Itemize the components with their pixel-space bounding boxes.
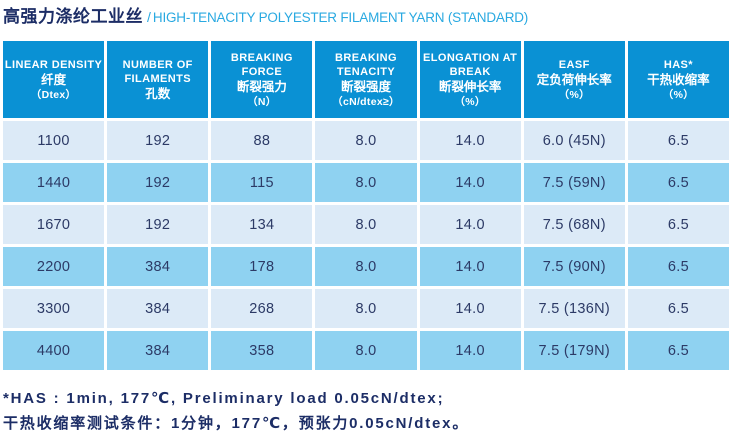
- cell-filaments: 192: [107, 205, 209, 244]
- column-header-en: NUMBER OF FILAMENTS: [122, 58, 193, 85]
- header-row: LINEAR DENSITY 纤度 （Dtex） NUMBER OF FILAM…: [3, 41, 729, 118]
- cell-linear-density: 3300: [3, 289, 105, 328]
- cell-has: 6.5: [627, 205, 729, 244]
- cell-has: 6.5: [627, 289, 729, 328]
- column-header-zh: 断裂伸长率: [438, 79, 502, 94]
- column-header-zh: 孔数: [145, 86, 171, 101]
- column-header-en: LINEAR DENSITY: [4, 58, 103, 71]
- column-header-elongation-at-break: ELONGATION AT BREAK 断裂伸长率 （%）: [419, 41, 521, 118]
- cell-breaking-tenacity: 8.0: [315, 289, 417, 328]
- footnotes: *HAS : 1min, 177℃, Preliminary load 0.05…: [3, 386, 732, 434]
- cell-easf: 6.0 (45N): [523, 121, 625, 160]
- cell-elongation: 14.0: [419, 289, 521, 328]
- cell-breaking-force: 268: [211, 289, 313, 328]
- cell-breaking-tenacity: 8.0: [315, 163, 417, 202]
- cell-elongation: 14.0: [419, 163, 521, 202]
- cell-breaking-force: 115: [211, 163, 313, 202]
- footnote-english: *HAS : 1min, 177℃, Preliminary load 0.05…: [3, 390, 445, 407]
- cell-filaments: 384: [107, 289, 209, 328]
- table-row-4400: 4400 384 358 8.0 14.0 7.5 (179N) 6.5: [3, 331, 729, 370]
- column-header-unit: （cN/dtex≥）: [332, 95, 400, 108]
- cell-easf: 7.5 (68N): [523, 205, 625, 244]
- cell-filaments: 192: [107, 163, 209, 202]
- table-row-2200: 2200 384 178 8.0 14.0 7.5 (90N) 6.5: [3, 247, 729, 286]
- cell-linear-density: 1670: [3, 205, 105, 244]
- column-header-has: HAS* 干热收缩率 （%）: [627, 41, 729, 118]
- table-row-1670: 1670 192 134 8.0 14.0 7.5 (68N) 6.5: [3, 205, 729, 244]
- title-separator: /: [147, 9, 151, 25]
- spec-table-header: LINEAR DENSITY 纤度 （Dtex） NUMBER OF FILAM…: [3, 41, 729, 118]
- table-row-3300: 3300 384 268 8.0 14.0 7.5 (136N) 6.5: [3, 289, 729, 328]
- cell-has: 6.5: [627, 121, 729, 160]
- page-title-english: HIGH-TENACITY POLYESTER FILAMENT YARN (S…: [152, 10, 529, 25]
- table-row-1100: 1100 192 88 8.0 14.0 6.0 (45N) 6.5: [3, 121, 729, 160]
- table-row-1440: 1440 192 115 8.0 14.0 7.5 (59N) 6.5: [3, 163, 729, 202]
- column-header-en: ELONGATION AT BREAK: [423, 51, 518, 78]
- cell-linear-density: 1440: [3, 163, 105, 202]
- cell-filaments: 384: [107, 247, 209, 286]
- cell-breaking-force: 178: [211, 247, 313, 286]
- cell-linear-density: 2200: [3, 247, 105, 286]
- column-header-zh: 纤度: [41, 72, 67, 87]
- column-header-breaking-force: BREAKING FORCE 断裂强力 （N）: [211, 41, 313, 118]
- cell-elongation: 14.0: [419, 121, 521, 160]
- cell-easf: 7.5 (59N): [523, 163, 625, 202]
- column-header-zh: 定负荷伸长率: [536, 72, 612, 87]
- column-header-unit: （%）: [454, 95, 486, 108]
- cell-easf: 7.5 (136N): [523, 289, 625, 328]
- cell-linear-density: 1100: [3, 121, 105, 160]
- cell-elongation: 14.0: [419, 247, 521, 286]
- column-header-zh: 干热收缩率: [647, 72, 710, 87]
- column-header-zh: 断裂强力: [236, 79, 287, 94]
- cell-elongation: 14.0: [419, 331, 521, 370]
- cell-breaking-tenacity: 8.0: [315, 205, 417, 244]
- spec-table: LINEAR DENSITY 纤度 （Dtex） NUMBER OF FILAM…: [0, 38, 732, 373]
- cell-filaments: 192: [107, 121, 209, 160]
- page-title: 高强力涤纶工业丝 / HIGH-TENACITY POLYESTER FILAMEN…: [0, 0, 732, 29]
- cell-breaking-tenacity: 8.0: [315, 247, 417, 286]
- cell-breaking-tenacity: 8.0: [315, 121, 417, 160]
- column-header-unit: （%）: [558, 88, 590, 101]
- column-header-unit: （N）: [247, 95, 277, 108]
- column-header-number-of-filaments: NUMBER OF FILAMENTS 孔数: [107, 41, 209, 118]
- column-header-en: HAS*: [663, 58, 693, 71]
- cell-easf: 7.5 (179N): [523, 331, 625, 370]
- column-header-easf: EASF 定负荷伸长率 （%）: [523, 41, 625, 118]
- column-header-en: BREAKING TENACITY: [335, 51, 397, 78]
- column-header-unit: （Dtex）: [30, 88, 77, 101]
- spec-table-body: 1100 192 88 8.0 14.0 6.0 (45N) 6.5 1440 …: [3, 121, 729, 370]
- cell-elongation: 14.0: [419, 205, 521, 244]
- cell-breaking-force: 358: [211, 331, 313, 370]
- cell-breaking-tenacity: 8.0: [315, 331, 417, 370]
- cell-has: 6.5: [627, 163, 729, 202]
- column-header-en: BREAKING FORCE: [230, 51, 293, 78]
- cell-easf: 7.5 (90N): [523, 247, 625, 286]
- column-header-breaking-tenacity: BREAKING TENACITY 断裂强度 （cN/dtex≥）: [315, 41, 417, 118]
- cell-breaking-force: 88: [211, 121, 313, 160]
- cell-has: 6.5: [627, 331, 729, 370]
- column-header-en: EASF: [558, 58, 590, 71]
- cell-filaments: 384: [107, 331, 209, 370]
- cell-linear-density: 4400: [3, 331, 105, 370]
- column-header-zh: 断裂强度: [340, 79, 391, 94]
- column-header-unit: （%）: [662, 88, 695, 101]
- page-title-chinese: 高强力涤纶工业丝: [3, 7, 143, 26]
- cell-has: 6.5: [627, 247, 729, 286]
- footnote-chinese: 干热收缩率测试条件：1分钟，177℃，预张力0.05cN/dtex。: [3, 415, 470, 432]
- cell-breaking-force: 134: [211, 205, 313, 244]
- column-header-linear-density: LINEAR DENSITY 纤度 （Dtex）: [3, 41, 105, 118]
